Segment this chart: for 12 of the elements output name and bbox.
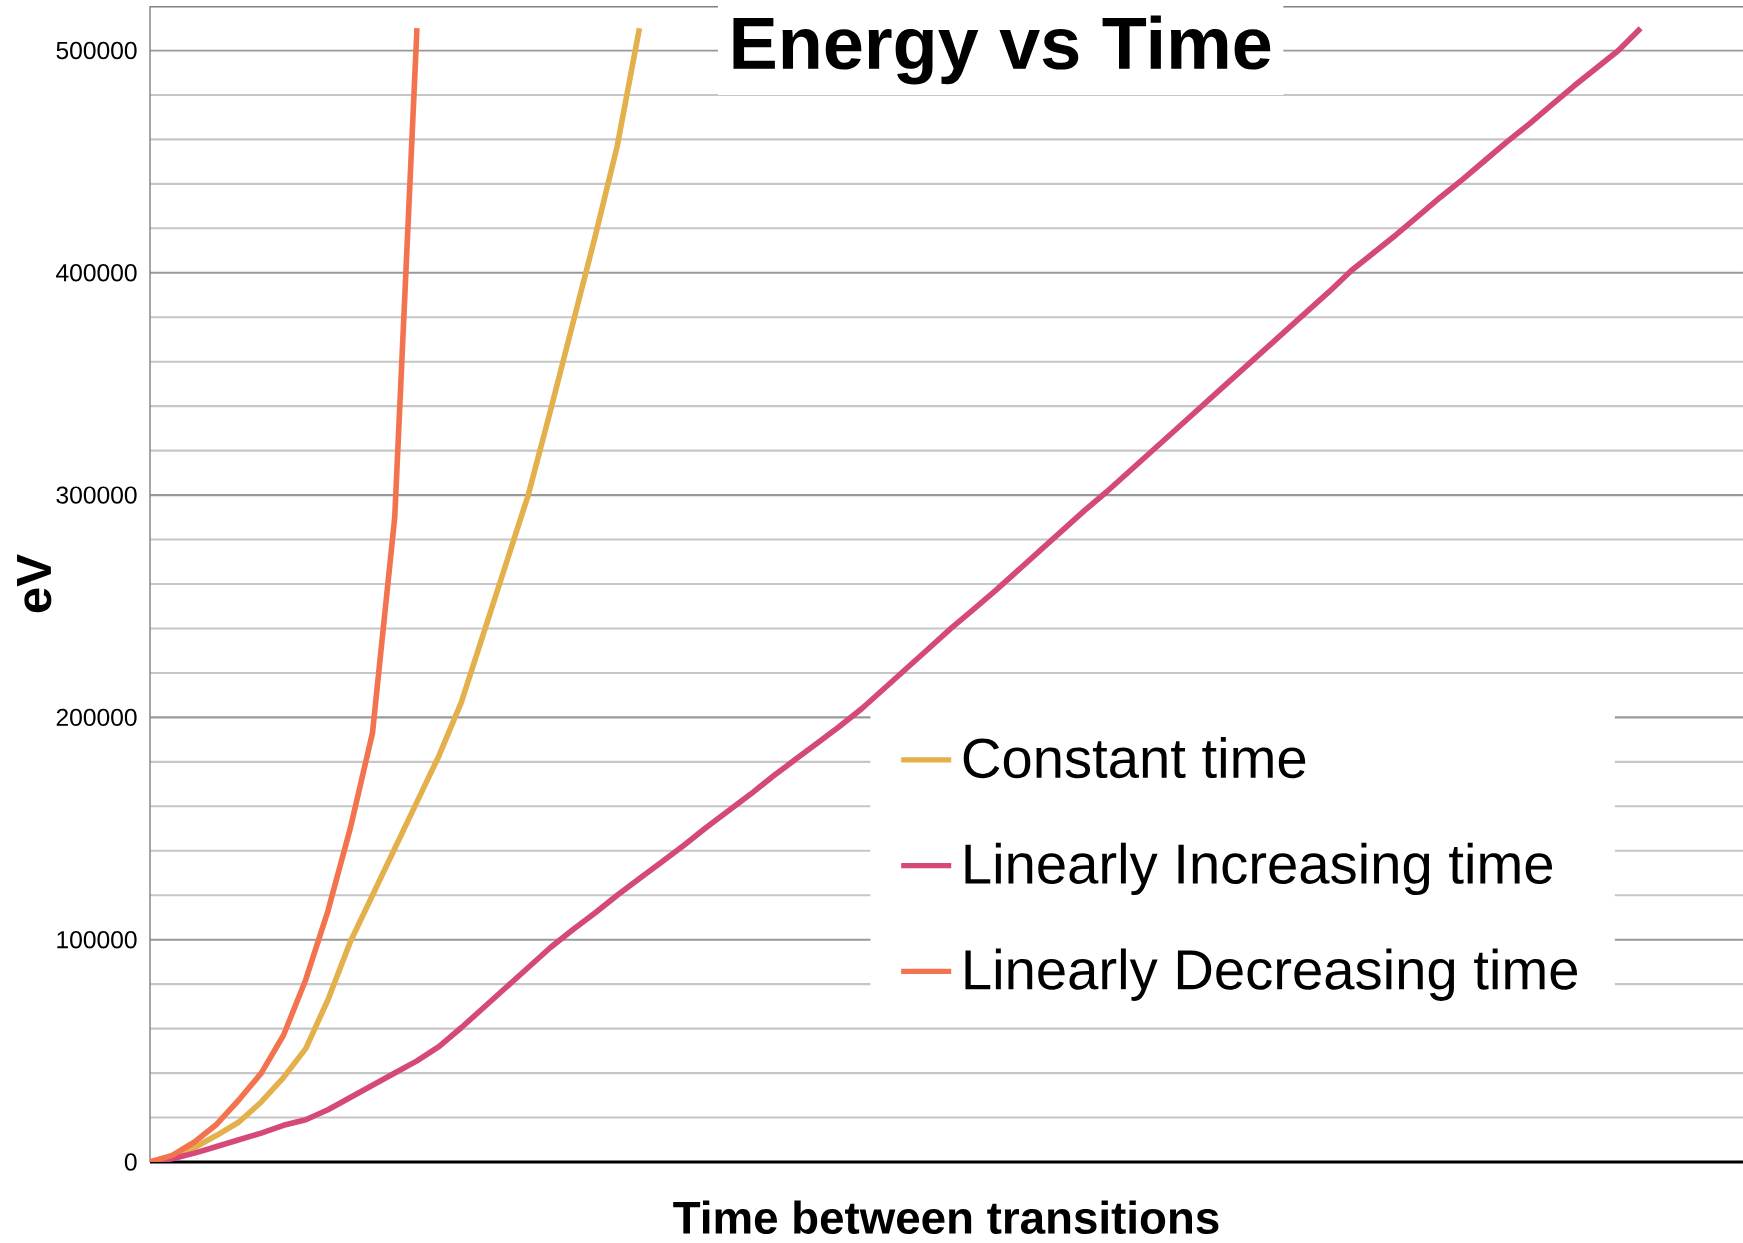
y-axis-title: eV xyxy=(17,554,52,613)
x-axis-title: Time between transitions xyxy=(673,1200,1219,1234)
legend-label: Linearly Increasing time xyxy=(965,842,1553,896)
chart-title: Energy vs Time xyxy=(733,15,1271,85)
y-tick-label: 500000 xyxy=(56,41,137,60)
y-tick-label: 100000 xyxy=(57,931,137,949)
y-tick-label: 300000 xyxy=(56,486,137,504)
legend-label: Linearly Decreasing time xyxy=(965,948,1578,1001)
y-tick-label: 200000 xyxy=(56,708,137,727)
y-tick-label: 0 xyxy=(124,1153,137,1171)
y-tick-label: 400000 xyxy=(56,264,137,282)
legend-label: Constant time xyxy=(963,736,1306,779)
